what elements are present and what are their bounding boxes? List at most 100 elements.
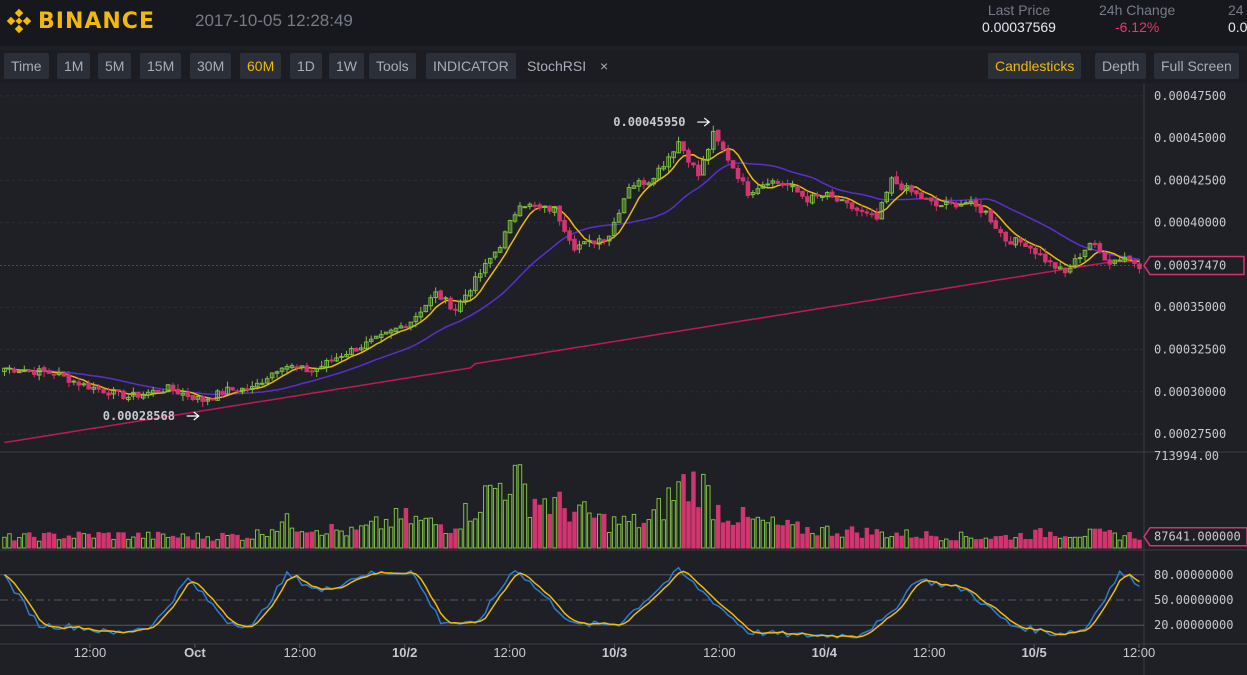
candle-body <box>418 311 424 318</box>
candle-body <box>725 149 731 161</box>
interval-5m-button[interactable]: 5M <box>98 53 132 79</box>
binance-logo[interactable]: BINANCE <box>6 6 155 36</box>
price-tick-label: 0.00035000 <box>1154 300 1226 314</box>
volume-bar <box>1018 533 1023 549</box>
candle-body <box>408 321 414 328</box>
volume-bar <box>12 540 17 549</box>
candle-body <box>17 371 22 374</box>
volume-bar <box>983 537 989 549</box>
candle-body <box>1048 260 1053 263</box>
volume-bar <box>815 535 820 549</box>
volume-bar <box>1102 531 1108 549</box>
volume-bar <box>473 518 478 549</box>
interval-1m-button[interactable]: 1M <box>57 53 91 79</box>
volume-bar <box>81 533 87 549</box>
full-screen-button[interactable]: Full Screen <box>1154 53 1239 79</box>
indicator-button[interactable]: INDICATOR <box>426 53 516 79</box>
candlesticks-button[interactable]: Candlesticks <box>988 53 1082 79</box>
candle-body <box>710 130 716 150</box>
volume-bar <box>621 515 627 549</box>
candle-body <box>140 393 146 399</box>
candle-body <box>874 212 880 220</box>
volume-bar <box>393 508 399 549</box>
volume-bar <box>463 502 468 549</box>
candle-body <box>790 185 795 188</box>
candle-body <box>844 199 850 204</box>
candle-body <box>1062 267 1068 274</box>
volume-bar <box>656 498 661 549</box>
candle-body <box>770 180 776 184</box>
tools-button[interactable]: Tools <box>369 53 416 79</box>
volume-bar <box>215 539 220 549</box>
volume-bar <box>899 535 904 549</box>
volume-bar <box>259 533 265 549</box>
volume-bar <box>126 538 131 549</box>
candle-body <box>532 204 538 207</box>
interval-1d-button[interactable]: 1D <box>290 53 322 79</box>
depth-button[interactable]: Depth <box>1095 53 1147 79</box>
candle-body <box>547 205 552 212</box>
volume-bar <box>423 517 429 549</box>
candle-body <box>240 387 245 393</box>
interval-1w-button[interactable]: 1W <box>329 53 364 79</box>
time-button[interactable]: Time <box>4 53 49 79</box>
price-tick-label: 0.00045000 <box>1154 131 1226 145</box>
volume-bar <box>616 523 622 549</box>
volume-bar <box>502 499 508 549</box>
stoch-d-line <box>4 570 1140 638</box>
volume-bar <box>914 536 919 549</box>
candle-body <box>453 308 458 311</box>
candle-body <box>834 196 840 202</box>
candle-body <box>245 388 250 391</box>
volume-bar <box>96 532 101 549</box>
volume-bar <box>943 538 949 549</box>
volume-bar <box>512 464 518 549</box>
volume-bar <box>141 537 146 549</box>
candle-body <box>745 181 751 196</box>
candle-body <box>953 202 959 208</box>
volume-bar <box>760 519 766 549</box>
volume-bar <box>1043 537 1048 549</box>
candle-body <box>651 178 657 185</box>
volume-bar <box>220 532 225 549</box>
volume-bar <box>800 533 805 549</box>
candle-body <box>730 160 736 169</box>
volume-bar <box>963 536 969 549</box>
candle-body <box>829 191 835 198</box>
volume-bar <box>497 482 503 549</box>
volume-bar <box>46 532 52 549</box>
candle-body <box>76 381 82 386</box>
candle-body <box>824 192 830 197</box>
candle-body <box>1033 247 1038 255</box>
volume-bar <box>334 529 339 549</box>
volume-bar <box>735 522 741 549</box>
volume-bar <box>309 531 315 549</box>
volume-bar <box>869 534 875 549</box>
interval-15m-button[interactable]: 15M <box>140 53 182 79</box>
volume-bar <box>636 527 642 549</box>
candle-body <box>1028 245 1033 249</box>
price-tick-label: 0.00047500 <box>1154 89 1226 103</box>
candle-body <box>359 347 364 351</box>
interval-30m-button[interactable]: 30M <box>190 53 232 79</box>
candle-body <box>869 213 875 216</box>
volume-bar <box>1082 535 1088 549</box>
candle-body <box>983 210 989 213</box>
candle-body <box>195 395 201 400</box>
volume-bar <box>547 514 552 549</box>
volume-bar <box>61 538 67 549</box>
candle-body <box>646 182 652 186</box>
volume-bar <box>825 525 830 549</box>
volume-bar <box>349 526 354 549</box>
volume-bar <box>651 509 657 549</box>
candle-body <box>1077 257 1083 260</box>
chart-area[interactable]: 0.00047500 0.00045000 0.00042500 0.00040000… <box>0 84 1247 675</box>
candle-body <box>170 384 176 392</box>
candle-body <box>284 366 290 370</box>
candle-body <box>393 327 399 332</box>
interval-60m-button[interactable]: 60M <box>240 53 282 79</box>
close-icon[interactable]: × <box>600 58 609 74</box>
price-chart[interactable]: 0.00047500 0.00045000 0.00042500 0.00040000… <box>0 84 1247 675</box>
volume-bar <box>378 528 384 549</box>
stoch-tick-label: 50.00000000 <box>1154 593 1233 607</box>
